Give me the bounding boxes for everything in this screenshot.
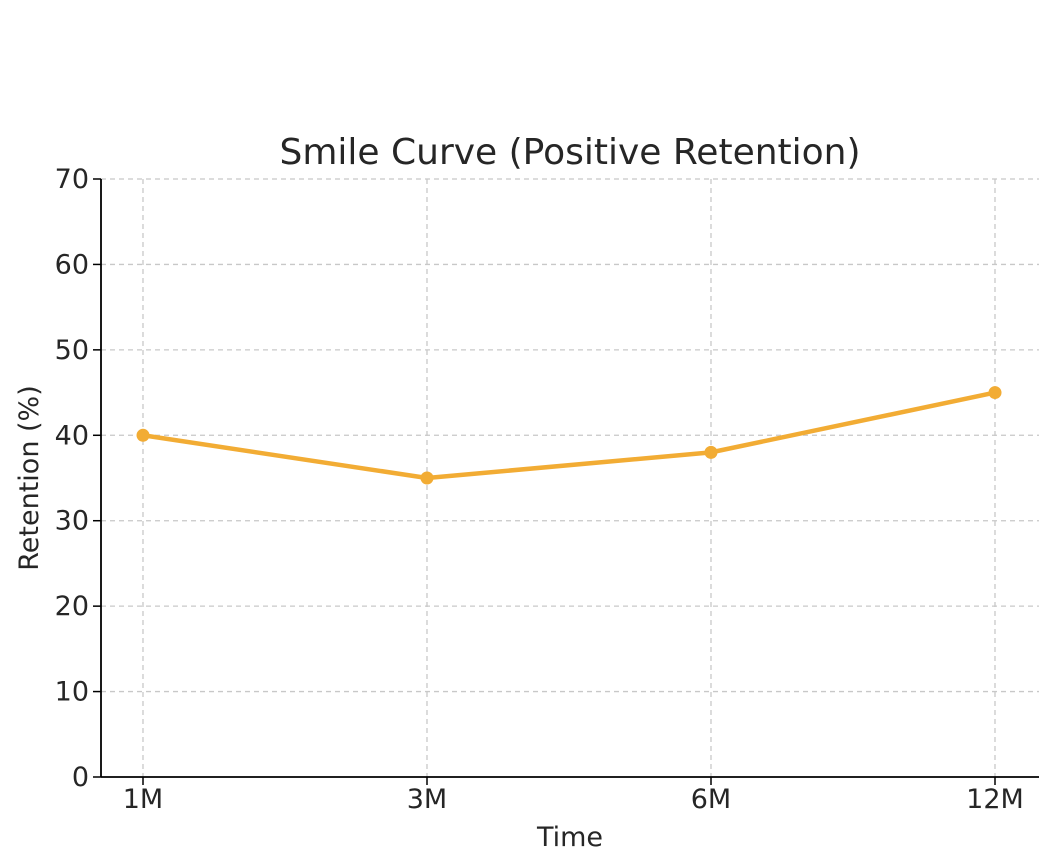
x-tick-label: 1M: [123, 784, 163, 815]
y-tick-label: 60: [55, 249, 89, 280]
x-tick-label: 3M: [407, 784, 447, 815]
data-point-6m: [704, 445, 718, 459]
axis-ticks: 0 10 20 30 40 50 60 70 1M 3M 6M 12M: [55, 164, 1024, 815]
x-axis-title: Time: [536, 822, 603, 853]
chart-title: Smile Curve (Positive Retention): [279, 132, 860, 173]
y-tick-label: 40: [55, 420, 89, 451]
y-axis-title: Retention (%): [14, 385, 45, 571]
series-line: [140, 390, 998, 481]
data-point-1m: [136, 428, 150, 442]
y-tick-label: 70: [55, 164, 89, 195]
grid-lines: [101, 178, 1039, 777]
x-tick-label: 12M: [966, 784, 1024, 815]
y-tick-label: 50: [55, 335, 89, 366]
y-tick-label: 10: [55, 677, 89, 708]
y-tick-label: 0: [72, 762, 89, 793]
y-tick-label: 20: [55, 591, 89, 622]
data-series: [136, 386, 1002, 485]
data-point-12m: [988, 386, 1002, 400]
x-tick-label: 6M: [691, 784, 731, 815]
y-tick-label: 30: [55, 506, 89, 537]
axes: [100, 179, 1039, 778]
data-point-3m: [420, 471, 434, 485]
